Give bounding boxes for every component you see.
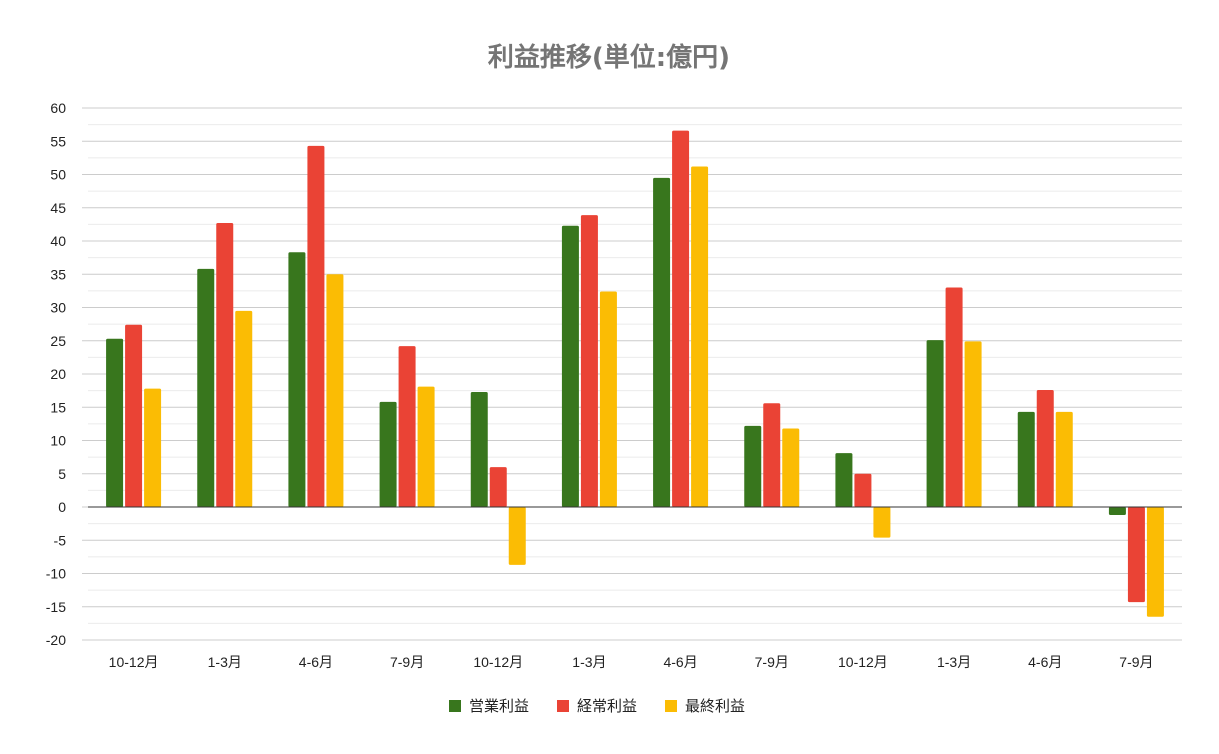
- bar-2-11: [1036, 389, 1054, 507]
- bar-1-5: [470, 391, 488, 507]
- x-tick-label: 4-6月: [299, 654, 333, 670]
- x-tick-label: 10-12月: [838, 654, 888, 670]
- y-tick-label: 20: [50, 366, 66, 382]
- y-tick-label: -5: [54, 532, 67, 548]
- y-tick-label: 30: [50, 300, 66, 316]
- bar-3-4: [417, 386, 435, 507]
- legend: 営業利益 経常利益 最終利益: [449, 697, 745, 715]
- bar-2-4: [398, 346, 416, 507]
- y-tick-label: 60: [50, 100, 66, 116]
- legend-label-3: 最終利益: [685, 697, 745, 715]
- x-tick-label: 4-6月: [1028, 654, 1062, 670]
- y-tick-label: 5: [58, 466, 66, 482]
- bars: [88, 130, 1182, 617]
- legend-label-1: 営業利益: [469, 697, 529, 715]
- x-tick-label: 7-9月: [755, 654, 789, 670]
- bar-3-8: [782, 428, 800, 507]
- bar-2-2: [216, 223, 234, 508]
- x-tick-label: 7-9月: [390, 654, 424, 670]
- bar-2-8: [763, 403, 781, 507]
- bar-2-1: [125, 324, 143, 507]
- bar-1-4: [379, 401, 397, 507]
- bar-3-9: [873, 507, 891, 538]
- bar-1-9: [835, 453, 853, 507]
- bar-3-7: [691, 166, 709, 507]
- bar-2-6: [580, 215, 598, 507]
- y-tick-label: 45: [50, 200, 66, 216]
- y-tick-label: -20: [46, 632, 66, 648]
- bar-3-5: [508, 507, 526, 565]
- y-tick-label: -15: [46, 599, 66, 615]
- x-axis-ticks: 10-12月 1-3月 4-6月 7-9月 10-12月 1-3月 4-6月 7-9月 10-1…: [109, 654, 1154, 670]
- legend-swatch-2: [557, 700, 569, 712]
- legend-label-2: 経常利益: [577, 697, 637, 715]
- bar-2-7: [672, 130, 690, 508]
- bar-2-3: [307, 145, 325, 507]
- bar-3-1: [144, 388, 162, 507]
- bar-3-11: [1055, 411, 1073, 507]
- bar-3-2: [235, 310, 253, 507]
- y-tick-label: -10: [46, 566, 66, 582]
- gridlines: [88, 107, 1182, 641]
- bar-1-7: [653, 177, 671, 507]
- y-tick-label: 10: [50, 433, 66, 449]
- legend-swatch-3: [665, 700, 677, 712]
- y-tick-label: 25: [50, 333, 66, 349]
- bar-1-12: [1108, 507, 1126, 515]
- y-tick-label: 0: [58, 499, 66, 515]
- bar-2-10: [945, 287, 963, 507]
- x-tick-label: 1-3月: [937, 654, 971, 670]
- bar-1-11: [1017, 411, 1035, 507]
- x-tick-label: 10-12月: [473, 654, 523, 670]
- x-tick-label: 1-3月: [208, 654, 242, 670]
- bar-2-9: [854, 473, 872, 507]
- bar-1-2: [197, 268, 215, 507]
- y-tick-label: 15: [50, 399, 66, 415]
- bar-3-6: [599, 291, 617, 507]
- y-tick-label: 35: [50, 266, 66, 282]
- bar-1-3: [288, 252, 306, 507]
- bar-1-6: [561, 225, 579, 507]
- x-tick-label: 10-12月: [109, 654, 159, 670]
- bar-1-1: [106, 338, 124, 507]
- bar-2-5: [489, 467, 507, 507]
- y-tick-label: 40: [50, 233, 66, 249]
- x-tick-label: 7-9月: [1119, 654, 1153, 670]
- bar-3-12: [1146, 507, 1164, 617]
- y-tick-label: 50: [50, 167, 66, 183]
- bar-3-3: [326, 274, 344, 507]
- bar-1-10: [926, 340, 944, 507]
- bar-3-10: [964, 341, 982, 507]
- x-tick-label: 4-6月: [663, 654, 697, 670]
- y-tick-label: 55: [50, 133, 66, 149]
- bar-2-12: [1127, 507, 1145, 603]
- bar-1-8: [744, 425, 762, 507]
- legend-swatch-1: [449, 700, 461, 712]
- x-tick-label: 1-3月: [572, 654, 606, 670]
- chart-title: 利益推移(単位:億円): [488, 42, 730, 73]
